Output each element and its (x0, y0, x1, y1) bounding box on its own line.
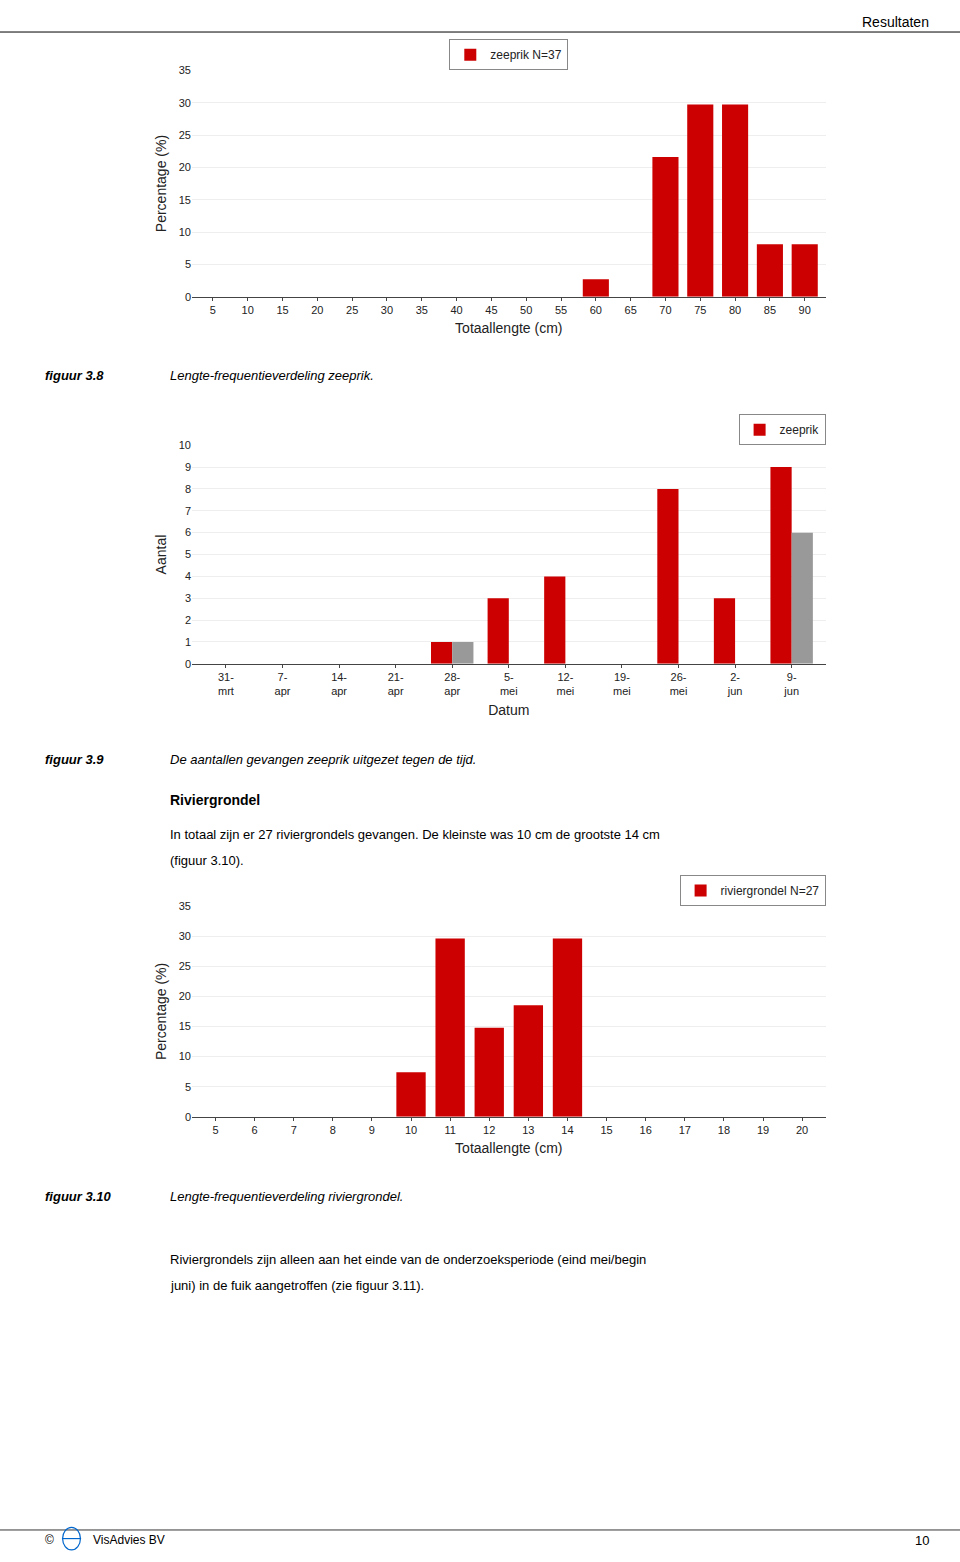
svg-text:Lengte-frequentieverdeling zee: Lengte-frequentieverdeling zeeprik. (170, 368, 374, 383)
svg-text:10: 10 (405, 1124, 417, 1136)
svg-text:25: 25 (179, 960, 191, 972)
svg-text:(figuur 3.10).: (figuur 3.10). (170, 853, 244, 868)
svg-text:5: 5 (185, 548, 191, 560)
svg-text:85: 85 (764, 304, 776, 316)
svg-text:31-mrt: 31-mrt (218, 671, 234, 697)
svg-text:Totaallengte (cm): Totaallengte (cm) (455, 320, 562, 336)
svg-text:20: 20 (796, 1124, 808, 1136)
svg-text:20: 20 (179, 161, 191, 173)
svg-text:19: 19 (757, 1124, 769, 1136)
svg-text:15: 15 (179, 1020, 191, 1032)
svg-text:20: 20 (179, 990, 191, 1002)
svg-text:5: 5 (210, 304, 216, 316)
svg-text:riviergrondel N=27: riviergrondel N=27 (721, 884, 820, 898)
svg-text:15: 15 (276, 304, 288, 316)
svg-text:De aantallen gevangen zeeprik: De aantallen gevangen zeeprik uitgezet t… (170, 752, 476, 767)
svg-text:80: 80 (729, 304, 741, 316)
svg-text:40: 40 (450, 304, 462, 316)
svg-text:1: 1 (185, 636, 191, 648)
svg-text:VisAdvies BV: VisAdvies BV (93, 1533, 165, 1547)
svg-text:25: 25 (346, 304, 358, 316)
svg-text:15: 15 (600, 1124, 612, 1136)
svg-text:8: 8 (185, 483, 191, 495)
svg-text:In totaal zijn er 27 riviergro: In totaal zijn er 27 riviergrondels geva… (170, 827, 660, 842)
svg-text:30: 30 (179, 97, 191, 109)
svg-text:55: 55 (555, 304, 567, 316)
svg-text:9: 9 (369, 1124, 375, 1136)
svg-text:10: 10 (179, 226, 191, 238)
svg-text:5-mei: 5-mei (500, 671, 518, 697)
svg-text:Percentage (%): Percentage (%) (153, 135, 169, 232)
svg-text:Totaallengte (cm): Totaallengte (cm) (455, 1140, 562, 1156)
svg-text:juni) in de fuik aangetroffen: juni) in de fuik aangetroffen (zie figuu… (170, 1278, 424, 1293)
svg-text:©: © (45, 1533, 54, 1547)
svg-text:20: 20 (311, 304, 323, 316)
svg-text:7-apr: 7-apr (275, 671, 291, 697)
svg-text:figuur 3.10: figuur 3.10 (45, 1189, 112, 1204)
svg-text:figuur 3.9: figuur 3.9 (45, 752, 104, 767)
svg-text:7: 7 (185, 505, 191, 517)
svg-text:35: 35 (179, 900, 191, 912)
svg-text:14-apr: 14-apr (331, 671, 347, 697)
svg-text:Riviergrondels zijn alleen aan: Riviergrondels zijn alleen aan het einde… (170, 1252, 646, 1267)
svg-text:18: 18 (718, 1124, 730, 1136)
svg-text:60: 60 (590, 304, 602, 316)
svg-text:7: 7 (291, 1124, 297, 1136)
svg-text:25: 25 (179, 129, 191, 141)
svg-text:Percentage (%): Percentage (%) (153, 963, 169, 1060)
svg-text:12-mei: 12-mei (557, 671, 575, 697)
svg-text:figuur 3.8: figuur 3.8 (45, 368, 104, 383)
svg-text:26-mei: 26-mei (670, 671, 688, 697)
svg-text:0: 0 (185, 291, 191, 303)
svg-text:Aantal: Aantal (153, 535, 169, 575)
svg-text:10: 10 (242, 304, 254, 316)
svg-text:12: 12 (483, 1124, 495, 1136)
svg-text:28-apr: 28-apr (444, 671, 460, 697)
svg-text:13: 13 (522, 1124, 534, 1136)
svg-text:19-mei: 19-mei (613, 671, 631, 697)
svg-text:35: 35 (179, 64, 191, 76)
svg-text:Riviergrondel: Riviergrondel (170, 792, 260, 808)
svg-text:21-apr: 21-apr (388, 671, 404, 697)
svg-text:10: 10 (179, 439, 191, 451)
svg-text:Datum: Datum (488, 702, 529, 718)
svg-text:45: 45 (485, 304, 497, 316)
svg-text:65: 65 (625, 304, 637, 316)
svg-text:Resultaten: Resultaten (862, 14, 929, 30)
svg-text:50: 50 (520, 304, 532, 316)
svg-text:5: 5 (185, 258, 191, 270)
svg-text:11: 11 (444, 1124, 455, 1136)
svg-text:30: 30 (381, 304, 393, 316)
svg-text:6: 6 (185, 526, 191, 538)
svg-text:zeeprik N=37: zeeprik N=37 (490, 48, 561, 62)
svg-text:35: 35 (416, 304, 428, 316)
svg-text:2: 2 (185, 614, 191, 626)
svg-text:14: 14 (561, 1124, 573, 1136)
svg-text:75: 75 (694, 304, 706, 316)
svg-text:3: 3 (185, 592, 191, 604)
svg-text:9-jun: 9-jun (783, 671, 799, 697)
svg-text:90: 90 (799, 304, 811, 316)
svg-text:70: 70 (659, 304, 671, 316)
svg-text:4: 4 (185, 570, 191, 582)
svg-text:6: 6 (252, 1124, 258, 1136)
svg-text:0: 0 (185, 1111, 191, 1123)
svg-text:30: 30 (179, 930, 191, 942)
svg-text:15: 15 (179, 194, 191, 206)
svg-text:16: 16 (640, 1124, 652, 1136)
svg-text:10: 10 (179, 1050, 191, 1062)
svg-text:zeeprik: zeeprik (780, 423, 820, 437)
svg-text:8: 8 (330, 1124, 336, 1136)
svg-text:10: 10 (915, 1533, 929, 1548)
svg-text:5: 5 (212, 1124, 218, 1136)
svg-text:5: 5 (185, 1081, 191, 1093)
svg-text:0: 0 (185, 658, 191, 670)
svg-text:17: 17 (679, 1124, 691, 1136)
svg-text:2-jun: 2-jun (727, 671, 743, 697)
svg-text:Lengte-frequentieverdeling riv: Lengte-frequentieverdeling riviergrondel… (170, 1189, 403, 1204)
svg-text:9: 9 (185, 461, 191, 473)
